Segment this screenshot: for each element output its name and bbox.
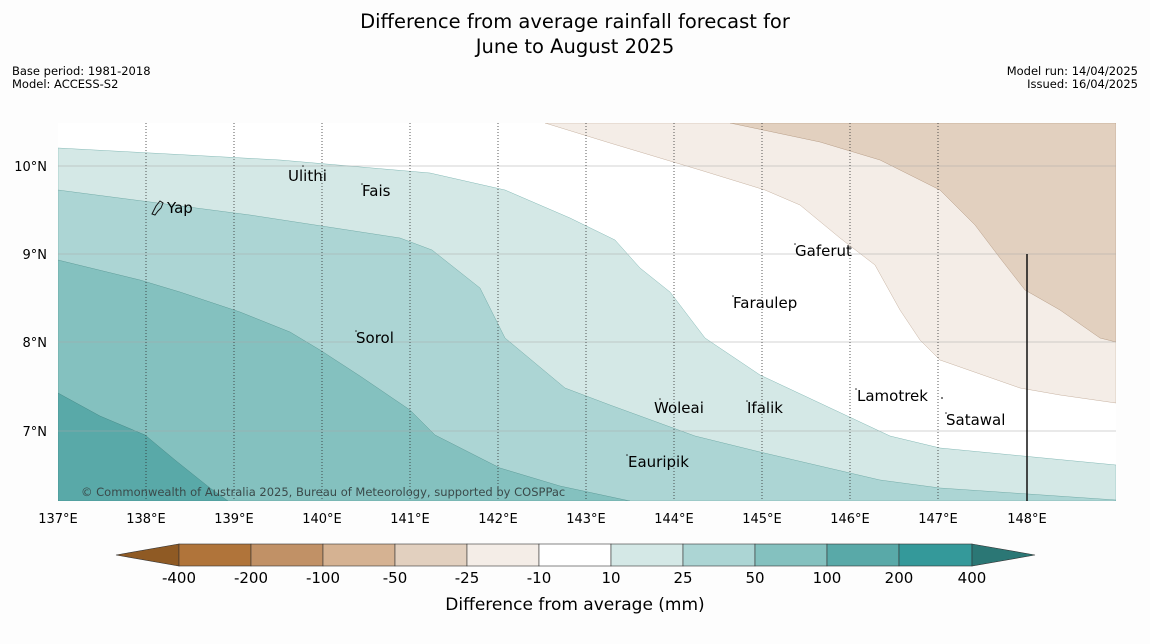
colorbar-bin-7 [610,543,684,567]
copyright-text: © Commonwealth of Australia 2025, Bureau… [81,485,565,499]
lon-label-140e: 140°E [302,512,342,527]
colorbar-tick-labels: -400 -200 -100 -50 -25 -10 10 25 50 100 … [162,569,986,587]
cb-tick-7: 10 [601,569,620,587]
yap-island-icon [151,200,164,216]
place-eauripik: Eauripik [628,453,689,471]
title-line-1: Difference from average rainfall forecas… [360,10,790,33]
colorbar-bin-6 [538,543,612,567]
place-sorol: Sorol [356,329,394,347]
colorbar-bin-9 [754,543,828,567]
lat-label-10n: 10°N [14,160,47,175]
model-run-text: Model run: 14/04/2025 [1006,64,1138,78]
place-ulithi: Ulithi [288,167,327,185]
colorbar-bin-5 [466,543,540,567]
cb-tick-11: 200 [885,569,914,587]
lon-label-144e: 144°E [654,512,694,527]
lon-label-146e: 146°E [830,512,870,527]
lon-label-145e: 145°E [742,512,782,527]
map-title: Difference from average rainfall forecas… [0,9,1150,59]
place-gaferut: Gaferut [795,242,852,260]
colorbar-bin-2 [250,543,324,567]
base-period-text: Base period: 1981-2018 [12,64,151,78]
place-woleai: Woleai [654,399,704,417]
colorbar-bin-3 [322,543,396,567]
issued-text: Issued: 16/04/2025 [1027,77,1138,91]
cb-tick-2: -200 [234,569,268,587]
cb-tick-1: -400 [162,569,196,587]
colorbar-bin-8 [682,543,756,567]
cb-tick-8: 25 [673,569,692,587]
lat-label-8n: 8°N [23,336,48,351]
lon-label-141e: 141°E [390,512,430,527]
colorbar-bin-1 [178,543,252,567]
cb-tick-9: 50 [745,569,764,587]
lon-label-139e: 139°E [214,512,254,527]
lat-label-7n: 7°N [23,425,48,440]
latitude-labels: 10°N 9°N 8°N 7°N [14,160,47,440]
colorbar-bin-10 [826,543,900,567]
colorbar-extend-high [971,543,1036,567]
colorbar-title: Difference from average (mm) [445,595,704,615]
place-fais: Fais [362,182,391,200]
colorbar-bin-4 [394,543,468,567]
band-100-200 [58,392,229,501]
colorbar-extend-low [115,543,180,567]
longitude-labels: 137°E 138°E 139°E 140°E 141°E 142°E 143°… [38,512,1047,527]
island-markers [302,165,947,456]
place-ifalik: Ifalik [747,399,783,417]
lon-label-148e: 148°E [1007,512,1047,527]
lon-label-138e: 138°E [126,512,166,527]
cb-tick-6: -10 [527,569,552,587]
cb-tick-12: 400 [958,569,987,587]
lon-label-137e: 137°E [38,512,78,527]
meta-info-right: Model run: 14/04/2025 Issued: 16/04/2025 [1007,65,1138,91]
title-line-2: June to August 2025 [475,35,675,58]
cb-tick-4: -50 [383,569,408,587]
place-satawal: Satawal [946,411,1005,429]
colorbar [115,543,1036,567]
place-labels: Ulithi Fais Yap Gaferut Faraulep Sorol L… [166,167,1005,471]
lon-label-147e: 147°E [918,512,958,527]
band-50-100 [58,259,631,501]
lon-label-143e: 143°E [566,512,606,527]
lon-label-142e: 142°E [478,512,518,527]
model-text: Model: ACCESS-S2 [12,77,119,91]
lat-label-9n: 9°N [23,248,48,263]
colorbar-bin-11 [898,543,973,567]
place-yap: Yap [166,199,193,217]
place-lamotrek: Lamotrek [857,387,928,405]
cb-tick-10: 100 [813,569,842,587]
band-minus50-minus25 [729,123,1116,343]
place-faraulep: Faraulep [733,294,797,312]
meta-info-left: Base period: 1981-2018 Model: ACCESS-S2 [12,65,151,91]
cb-tick-3: -100 [306,569,340,587]
rainfall-contours: Ulithi Fais Yap Gaferut Faraulep Sorol L… [58,123,1116,501]
longitude-gridlines [145,123,939,501]
cb-tick-5: -25 [455,569,480,587]
